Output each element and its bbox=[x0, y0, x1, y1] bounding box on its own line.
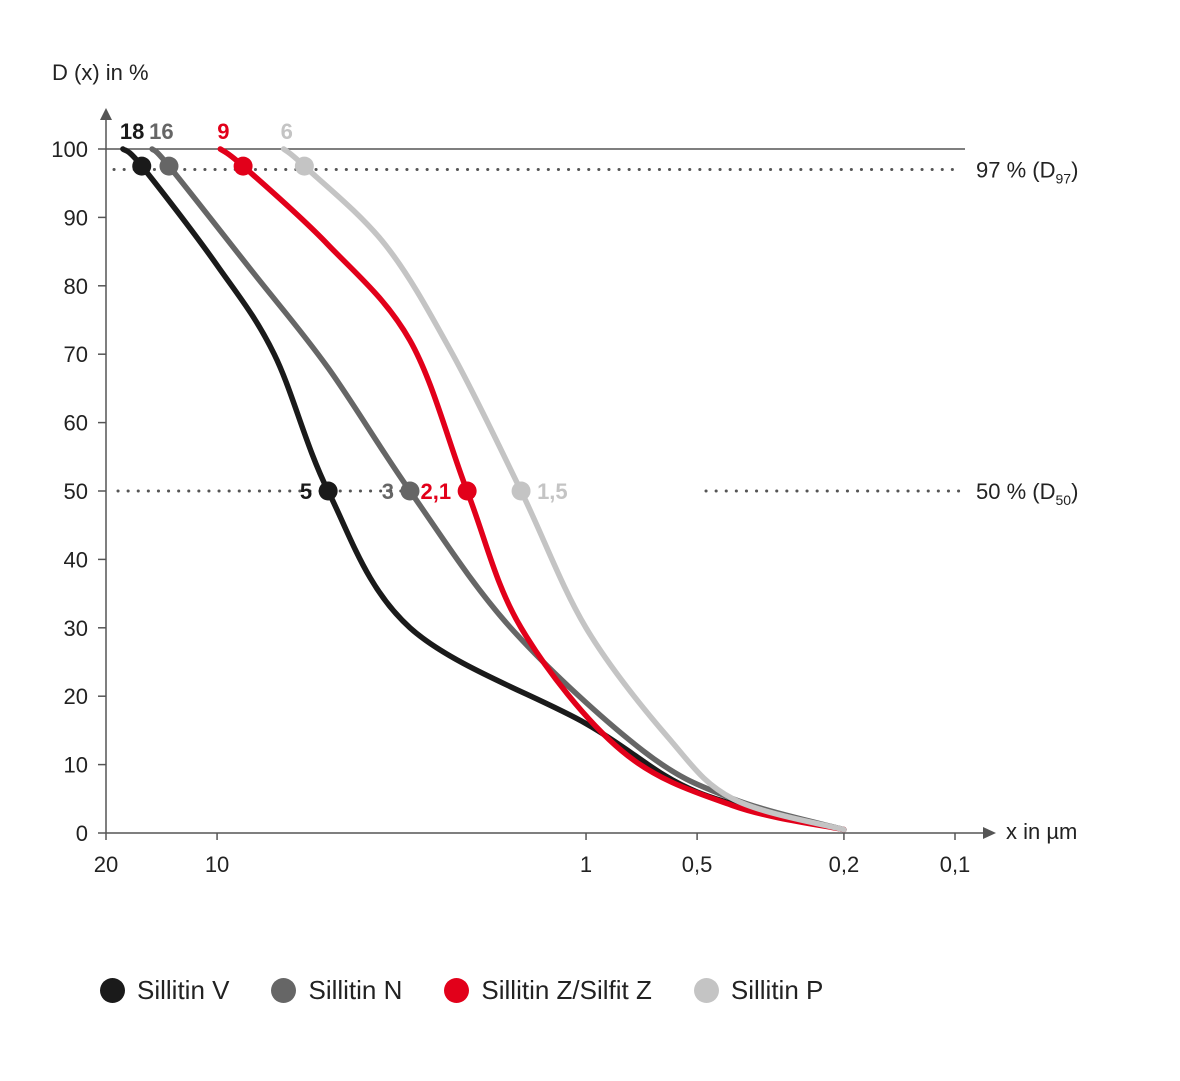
legend-item: Sillitin Z/Silfit Z bbox=[444, 975, 652, 1006]
reference-line-label: 97 % (D97) bbox=[976, 158, 1078, 187]
legend-label: Sillitin N bbox=[308, 975, 403, 1005]
series-top-label: 18 bbox=[120, 119, 144, 144]
y-tick-label: 100 bbox=[51, 137, 88, 162]
legend-label: Sillitin V bbox=[137, 975, 230, 1005]
series bbox=[120, 146, 847, 833]
x-tick-label: 20 bbox=[94, 852, 118, 877]
x-tick-label: 1 bbox=[580, 852, 592, 877]
y-tick-label: 20 bbox=[64, 684, 88, 709]
x-tick-label: 10 bbox=[205, 852, 229, 877]
x-tick-label: 0,1 bbox=[940, 852, 971, 877]
reference-line-label: 50 % (D50) bbox=[976, 479, 1078, 508]
labels: 18 5 16 3 9 2,1 6 1,5 bbox=[120, 119, 568, 504]
y-tick-label: 30 bbox=[64, 616, 88, 641]
y-axis-arrow bbox=[100, 108, 112, 120]
series-line bbox=[120, 146, 847, 833]
marker-d50 bbox=[400, 481, 420, 501]
series-top-label: 6 bbox=[281, 119, 293, 144]
series-d50-label: 5 bbox=[300, 479, 312, 504]
y-tick-label: 60 bbox=[64, 411, 88, 436]
marker-d97 bbox=[159, 156, 179, 176]
series-d50-label: 1,5 bbox=[537, 479, 568, 504]
series-top-label: 16 bbox=[149, 119, 173, 144]
marker-d97 bbox=[233, 156, 253, 176]
y-tick-label: 80 bbox=[64, 274, 88, 299]
axes: D (x) in % x in µm bbox=[52, 60, 1077, 844]
legend-item: Sillitin V bbox=[100, 975, 229, 1006]
series-line bbox=[149, 146, 847, 833]
marker-d97 bbox=[132, 156, 152, 176]
x-axis-title: x in µm bbox=[1006, 819, 1077, 844]
legend-swatch bbox=[444, 978, 470, 1003]
x-tick-label: 0,5 bbox=[682, 852, 713, 877]
legend-swatch bbox=[100, 978, 125, 1003]
y-tick-label: 10 bbox=[64, 753, 88, 778]
y-tick-label: 50 bbox=[64, 479, 88, 504]
legend-label: Sillitin Z/Silfit Z bbox=[481, 975, 652, 1005]
y-tick-label: 90 bbox=[64, 205, 88, 230]
series-d50-label: 3 bbox=[382, 479, 394, 504]
ticks: 0 10 20 30 40 50 60 70 80 90 100 20 10 1 0,5 0,2 0,1 bbox=[51, 137, 970, 877]
y-tick-label: 0 bbox=[76, 821, 88, 846]
x-axis-arrow bbox=[983, 827, 996, 839]
marker-d97 bbox=[294, 156, 314, 176]
series-top-label: 9 bbox=[217, 119, 229, 144]
legend-label: Sillitin P bbox=[730, 975, 824, 1005]
legend-item: Sillitin P bbox=[693, 975, 824, 1006]
y-tick-label: 70 bbox=[64, 342, 88, 367]
reference-lines: 97 % (D97) 50 % (D50) bbox=[112, 158, 1078, 508]
series-line bbox=[217, 146, 847, 833]
legend-swatch bbox=[693, 978, 719, 1003]
series-d50-label: 2,1 bbox=[421, 479, 452, 504]
y-tick-label: 40 bbox=[64, 547, 88, 572]
legend-item: Sillitin N bbox=[271, 975, 402, 1006]
y-axis-title: D (x) in % bbox=[52, 60, 149, 85]
legend: Sillitin V Sillitin N Sillitin Z/Silfit Z S… bbox=[100, 975, 865, 1006]
marker-d50 bbox=[457, 481, 477, 501]
x-tick-label: 0,2 bbox=[829, 852, 860, 877]
legend-swatch bbox=[271, 978, 297, 1003]
marker-d50 bbox=[511, 481, 531, 501]
marker-d50 bbox=[318, 481, 338, 501]
